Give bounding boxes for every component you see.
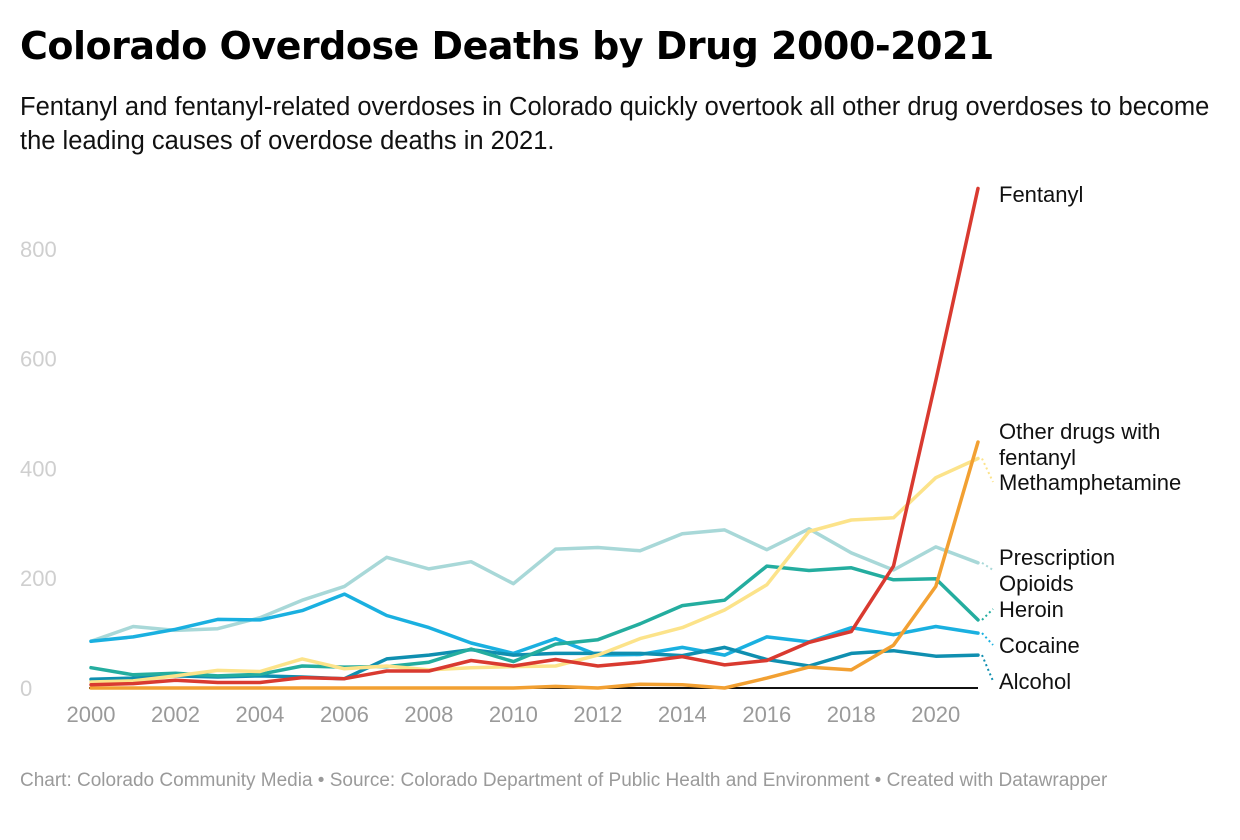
series-line-fentanyl <box>89 186 980 687</box>
x-tick-label: 2004 <box>235 702 284 727</box>
x-axis: 2000 2002 2004 2006 2008 2010 2012 2014 2016 2018… <box>67 687 978 727</box>
series-labels: Fentanyl Other drugs with fentanylMethamph… <box>999 182 1181 694</box>
y-tick-label: 200 <box>20 566 57 591</box>
x-tick-label: 2018 <box>827 702 876 727</box>
chart-subtitle: Fentanyl and fentanyl-related overdoses … <box>20 93 1210 155</box>
series-line-cocaine <box>89 592 980 657</box>
x-tick-label: 2010 <box>489 702 538 727</box>
series-line-methamphetamine <box>89 456 980 684</box>
series-label-fentanyl: Fentanyl <box>999 182 1083 207</box>
y-tick-label: 600 <box>20 347 57 372</box>
x-tick-label: 2002 <box>151 702 200 727</box>
x-tick-label: 2020 <box>911 702 960 727</box>
x-tick-label: 2012 <box>573 702 622 727</box>
series-label-other-drugs-with-fentanyl: Other drugs with fentanyl <box>999 419 1160 470</box>
y-axis: 0 200 400 600 800 <box>20 237 57 701</box>
label-connector-prescription-opioids <box>981 561 994 571</box>
series-label-methamphetamine: Methamphetamine <box>999 470 1181 495</box>
series-label-alcohol: Alcohol <box>999 669 1071 694</box>
series-label-prescription-opioids: Prescription Opioids <box>999 545 1115 596</box>
x-tick-label: 2014 <box>658 702 707 727</box>
label-connectors <box>981 458 994 682</box>
series-label-heroin: Heroin <box>999 597 1064 622</box>
y-tick-label: 400 <box>20 456 57 481</box>
y-tick-label: 800 <box>20 237 57 262</box>
label-connector-cocaine <box>981 632 994 646</box>
series-line-prescription-opioids <box>89 527 980 644</box>
x-tick-label: 2008 <box>404 702 453 727</box>
label-connector-alcohol <box>981 654 994 682</box>
series-line-heroin <box>89 564 980 678</box>
series-label-cocaine: Cocaine <box>999 633 1080 658</box>
y-tick-label: 0 <box>20 676 32 701</box>
chart-credits: Chart: Colorado Community Media • Source… <box>20 770 1108 791</box>
label-connector-heroin <box>981 608 994 621</box>
x-tick-label: 2016 <box>742 702 791 727</box>
series-lines <box>89 186 980 690</box>
x-tick-label: 2006 <box>320 702 369 727</box>
x-tick-label: 2000 <box>67 702 116 727</box>
chart-title: Colorado Overdose Deaths by Drug 2000-20… <box>20 24 994 68</box>
label-connector-methamphetamine <box>981 458 994 483</box>
series-line-other-drugs-with-fentanyl <box>89 440 980 690</box>
